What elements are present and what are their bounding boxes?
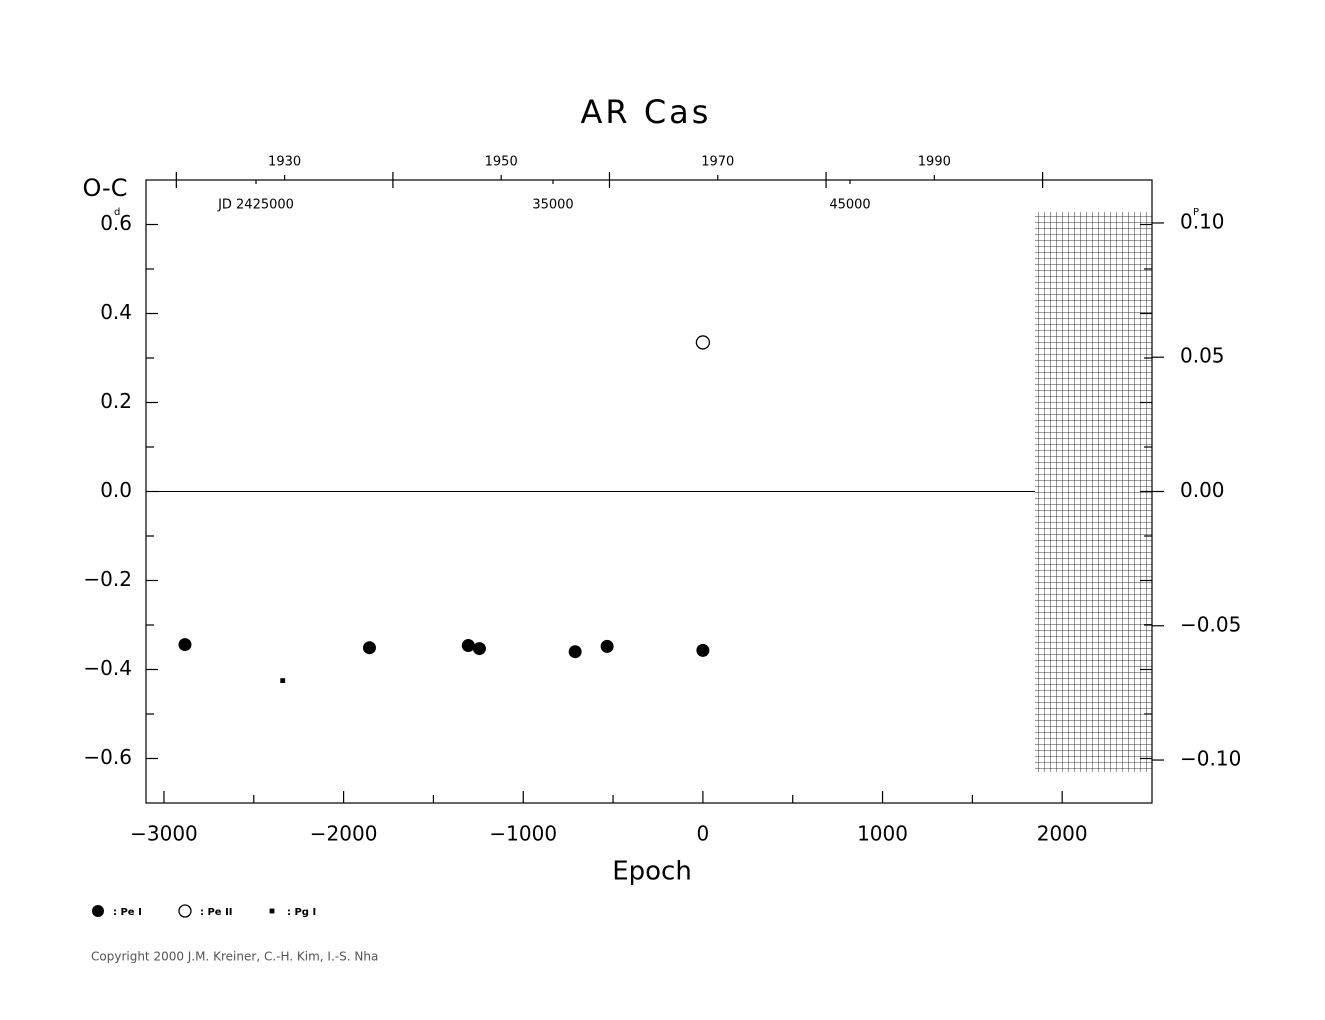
- data-point: [696, 643, 710, 657]
- legend-label: : Pe I: [113, 907, 142, 918]
- y-tick-label: 0.2: [100, 389, 132, 413]
- x-tick-label: −3000: [130, 822, 198, 846]
- x2-tick-label: 1990: [918, 155, 951, 170]
- data-point: [695, 335, 711, 350]
- y-tick-label: 0.0: [100, 478, 132, 502]
- jd-tick-label: JD 2425000: [217, 198, 294, 213]
- y-tick-label: −0.4: [83, 656, 132, 680]
- data-point: [178, 638, 192, 652]
- y-unit: d: [114, 207, 120, 218]
- jd-tick-label: 35000: [532, 198, 573, 213]
- jd-tick-label: 45000: [829, 198, 870, 213]
- data-point: [600, 639, 614, 653]
- data-point: [362, 641, 376, 655]
- y-tick-label: −0.2: [83, 567, 132, 591]
- y-tick-label: 0.4: [100, 300, 132, 324]
- legend-marker: [269, 908, 275, 914]
- data-point: [472, 642, 486, 656]
- y2-unit: P: [1193, 207, 1199, 218]
- y-tick-label: −0.6: [83, 745, 132, 769]
- y-tick-label: 0.6: [100, 211, 132, 235]
- y-axis-label: O-C: [83, 174, 128, 202]
- y2-tick-label: 0.05: [1180, 344, 1225, 368]
- data-point: [280, 678, 286, 684]
- x2-tick-label: 1930: [268, 155, 301, 170]
- x-tick-label: 0: [697, 822, 710, 846]
- legend-label: : Pe II: [200, 907, 233, 918]
- x-tick-label: −1000: [489, 822, 557, 846]
- x-tick-label: 1000: [857, 822, 908, 846]
- y2-tick-label: −0.10: [1180, 747, 1241, 771]
- legend-marker: [178, 904, 192, 918]
- x-tick-label: 2000: [1037, 822, 1088, 846]
- x-tick-label: −2000: [310, 822, 378, 846]
- x-axis-label: Epoch: [612, 857, 692, 887]
- y2-tick-label: 0.10: [1180, 209, 1225, 233]
- legend-marker: [92, 905, 104, 917]
- coverage-hatch: [1035, 212, 1152, 772]
- legend-label: : Pg I: [287, 907, 316, 918]
- chart-title: AR Cas: [581, 93, 712, 131]
- data-point: [461, 638, 475, 652]
- x2-tick-label: 1970: [701, 155, 734, 170]
- x2-tick-label: 1950: [485, 155, 518, 170]
- y2-tick-label: 0.00: [1180, 478, 1225, 502]
- copyright: Copyright 2000 J.M. Kreiner, C.-H. Kim, …: [91, 950, 378, 964]
- data-point: [568, 645, 582, 659]
- y2-tick-label: −0.05: [1180, 612, 1241, 636]
